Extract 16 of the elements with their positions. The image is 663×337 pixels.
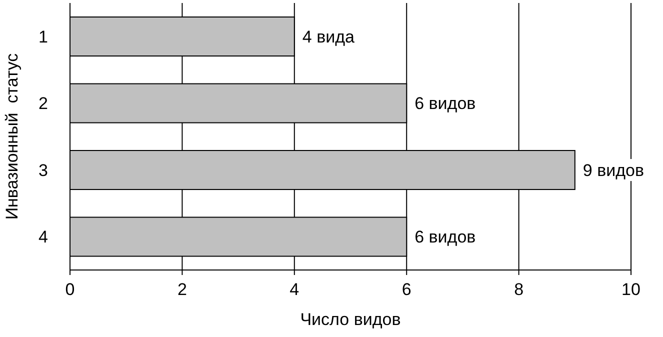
x-tick-label: 6: [402, 280, 412, 300]
data-label: 6 видов: [414, 94, 476, 114]
y-tick-label: 3: [38, 160, 48, 180]
x-tick-label: 8: [514, 280, 524, 300]
x-tick-label: 2: [177, 280, 187, 300]
x-axis-title: Число видов: [300, 310, 401, 329]
data-label: 9 видов: [582, 160, 644, 180]
y-tick-label: 1: [38, 27, 48, 46]
y-tick-label: 4: [38, 228, 48, 247]
x-tick-label: 0: [65, 280, 75, 300]
y-tick-label: 2: [38, 94, 48, 114]
y-axis-title: Инвазионный статус: [2, 52, 22, 220]
data-label: 4 вида: [302, 27, 356, 46]
x-tick-label: 10: [622, 280, 640, 300]
x-tick-label: 4: [290, 280, 300, 300]
data-label: 6 видов: [414, 228, 476, 247]
